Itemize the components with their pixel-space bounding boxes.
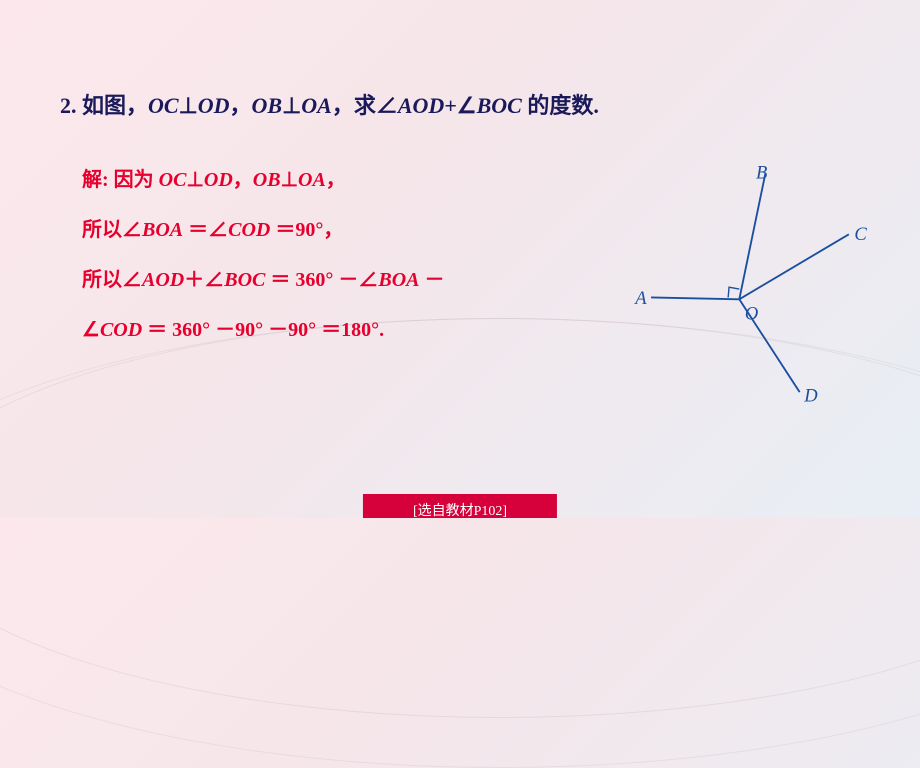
solution-line-3: 所以∠AOD＋∠BOC ＝ 360° －∠BOA － <box>82 258 542 302</box>
solution-line-4: ∠COD ＝ 360° －90° －90° ＝180°. <box>82 308 542 352</box>
footer-source: [选自教材P102] <box>363 494 557 518</box>
svg-text:D: D <box>803 385 818 406</box>
question: 2. 如图，OC⊥OD，OB⊥OA，求∠AOD+∠BOC 的度数. <box>60 88 880 120</box>
svg-text:A: A <box>633 288 647 309</box>
solution-line-1: 解: 因为 OC⊥OD，OB⊥OA， <box>82 158 542 202</box>
geometry-figure: A B C D O <box>580 160 880 420</box>
svg-text:C: C <box>854 224 867 245</box>
question-number: 2. <box>60 93 77 118</box>
solution: 解: 因为 OC⊥OD，OB⊥OA， 所以∠BOA ＝∠COD ＝90°， 所以… <box>82 158 542 352</box>
svg-text:B: B <box>756 163 767 184</box>
solution-line-2: 所以∠BOA ＝∠COD ＝90°， <box>82 208 542 252</box>
svg-text:O: O <box>745 304 758 325</box>
